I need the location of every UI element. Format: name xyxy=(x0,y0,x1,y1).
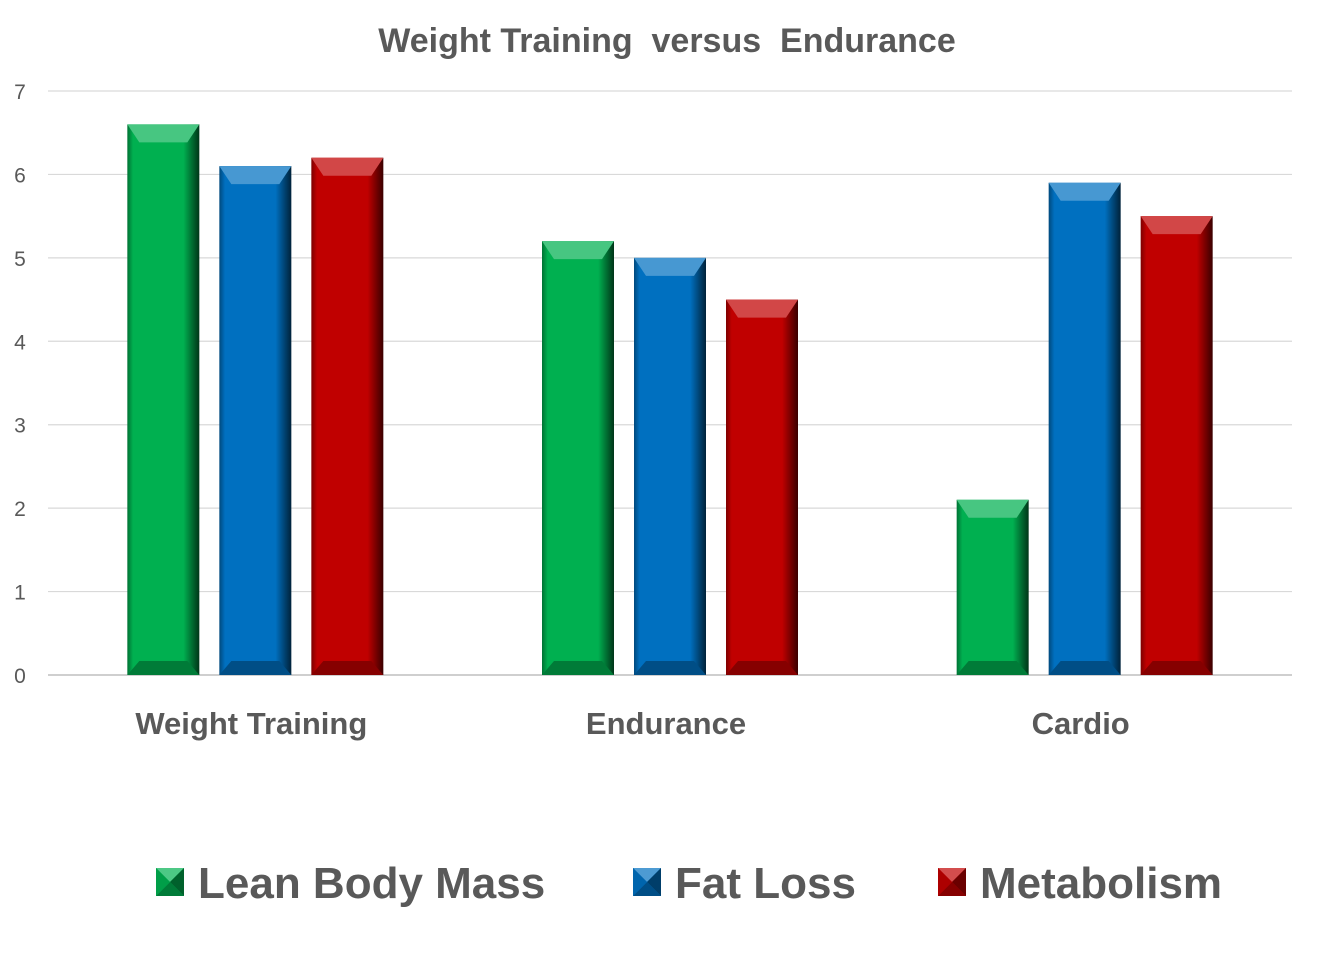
bar-lean-body-mass-cardio xyxy=(956,499,1029,675)
x-tick-label-cardio: Cardio xyxy=(1032,706,1130,741)
bar-metabolism-cardio xyxy=(1140,216,1213,675)
bar-metabolism-weight-training xyxy=(311,157,384,675)
legend-label: Metabolism xyxy=(980,859,1222,908)
y-tick-label: 7 xyxy=(14,81,26,104)
legend-swatch-bevel xyxy=(633,868,647,896)
legend-swatch-bevel xyxy=(633,882,661,896)
y-tick-label: 1 xyxy=(14,582,26,605)
bar-top-bevel xyxy=(311,157,384,176)
y-tick-label: 4 xyxy=(14,331,26,354)
bar-bottom-bevel xyxy=(311,661,384,675)
bar-bottom-bevel xyxy=(634,661,706,675)
legend-swatch-bevel xyxy=(938,868,952,896)
y-tick-label: 2 xyxy=(14,498,26,521)
bar-bottom-bevel xyxy=(219,661,292,675)
bar-top-bevel xyxy=(726,299,798,318)
x-axis-labels: Weight Training Endurance Cardio xyxy=(135,706,1129,741)
y-axis-ticks: 0 1 2 3 4 5 6 7 xyxy=(14,81,26,688)
legend-item-metabolism: Metabolism xyxy=(938,859,1222,908)
bar-fat-loss-endurance xyxy=(634,257,706,675)
legend-swatch-bevel xyxy=(633,868,661,882)
bar-body xyxy=(726,299,798,675)
bar-body xyxy=(542,241,614,675)
bar-top-bevel xyxy=(219,166,292,185)
legend-label: Lean Body Mass xyxy=(198,859,545,908)
bar-body xyxy=(127,124,200,675)
bar-body xyxy=(1048,182,1121,675)
bar-lean-body-mass-weight-training xyxy=(127,124,200,675)
y-tick-label: 6 xyxy=(14,164,26,187)
x-tick-label-weight-training: Weight Training xyxy=(135,706,367,741)
bar-bottom-bevel xyxy=(1048,661,1121,675)
legend-swatch-bevel xyxy=(156,882,184,896)
bar-body xyxy=(219,166,292,676)
legend-swatch-bevel xyxy=(647,868,661,896)
bar-top-bevel xyxy=(1140,216,1213,235)
legend-swatch-bevel xyxy=(156,868,184,882)
bar-lean-body-mass-endurance xyxy=(542,241,614,675)
legend: Lean Body Mass Fat Loss Metabolism xyxy=(156,859,1222,908)
bar-top-bevel xyxy=(634,257,706,276)
legend-swatch-bevel xyxy=(938,868,966,882)
bars xyxy=(127,124,1213,676)
legend-swatch-bevel xyxy=(938,882,966,896)
legend-swatch-bevel xyxy=(170,868,184,896)
legend-item-lean-body-mass: Lean Body Mass xyxy=(156,859,545,908)
bar-body xyxy=(634,257,706,675)
y-tick-label: 0 xyxy=(14,665,26,688)
x-tick-label-endurance: Endurance xyxy=(586,706,746,741)
bar-body xyxy=(956,499,1029,675)
bar-top-bevel xyxy=(542,241,614,260)
y-tick-label: 3 xyxy=(14,415,26,438)
bar-metabolism-endurance xyxy=(726,299,798,675)
chart-title: Weight Training versus Endurance xyxy=(378,22,956,60)
bar-bottom-bevel xyxy=(127,661,200,675)
bar-bottom-bevel xyxy=(542,661,614,675)
bar-bottom-bevel xyxy=(1140,661,1213,675)
bar-top-bevel xyxy=(127,124,200,143)
bar-fat-loss-weight-training xyxy=(219,166,292,676)
bar-bottom-bevel xyxy=(726,661,798,675)
legend-swatch-bevel xyxy=(952,868,966,896)
bar-body xyxy=(311,157,384,675)
bar-bottom-bevel xyxy=(956,661,1029,675)
y-tick-label: 5 xyxy=(14,248,26,271)
legend-swatch-bevel xyxy=(156,868,170,896)
bar-top-bevel xyxy=(956,499,1029,518)
legend-label: Fat Loss xyxy=(675,859,856,908)
bar-fat-loss-cardio xyxy=(1048,182,1121,675)
bar-body xyxy=(1140,216,1213,675)
legend-item-fat-loss: Fat Loss xyxy=(633,859,856,908)
bar-top-bevel xyxy=(1048,182,1121,201)
